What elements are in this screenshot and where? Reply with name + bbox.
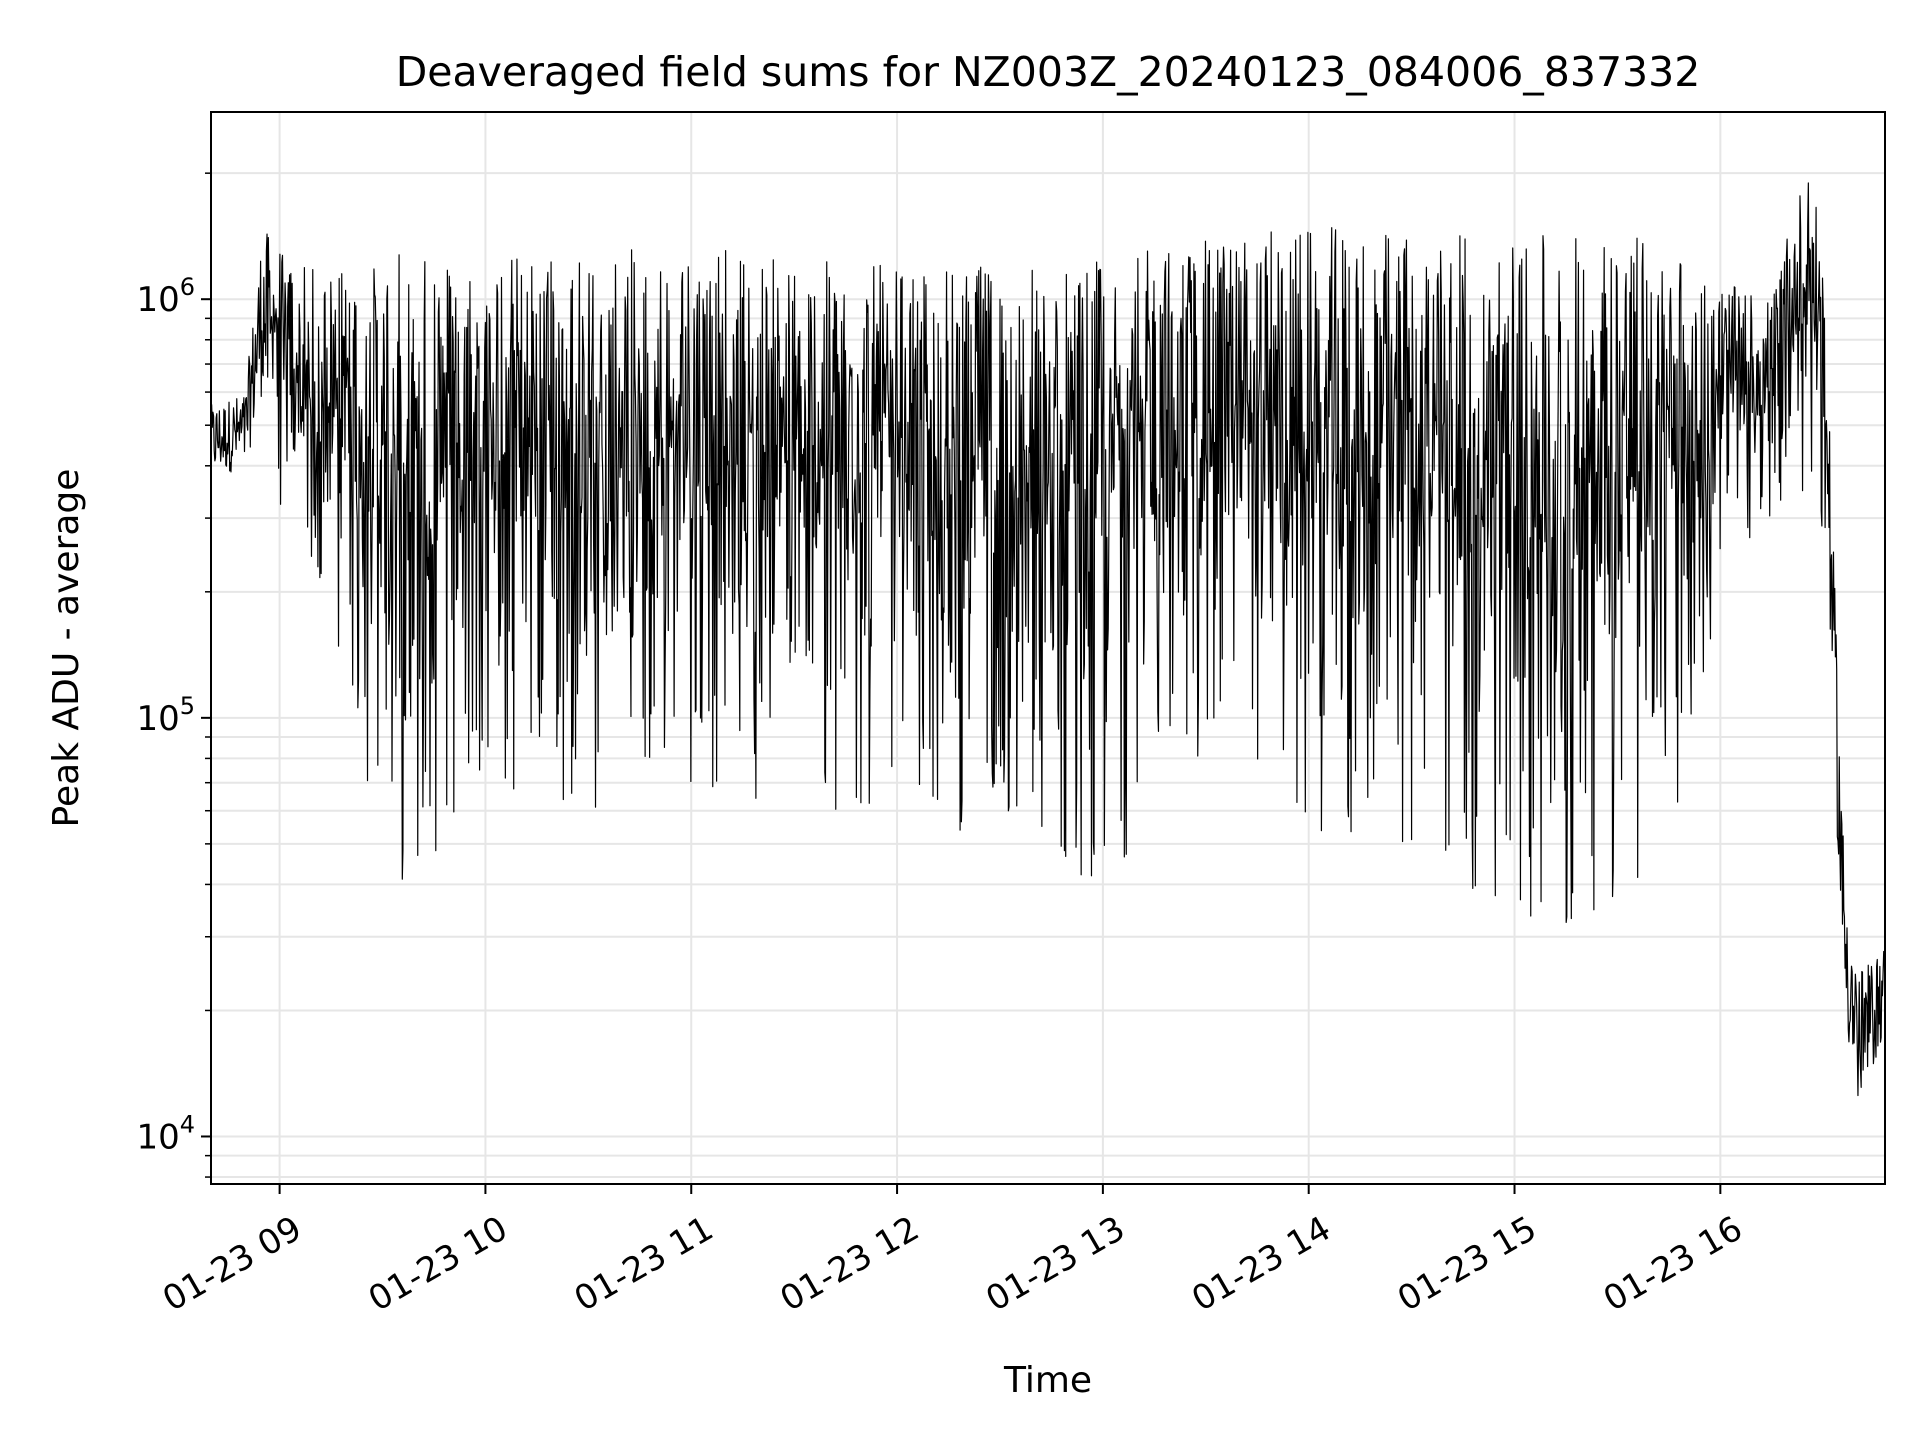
- series-line: [210, 182, 1886, 1097]
- plot-area: [210, 182, 1886, 1097]
- x-axis-label: Time: [1003, 1360, 1092, 1401]
- y-tick-label: 106: [136, 273, 195, 320]
- chart-title: Deaveraged field sums for NZ003Z_2024012…: [396, 48, 1701, 96]
- y-axis-label: Peak ADU - average: [46, 469, 87, 828]
- y-tick-label: 104: [136, 1110, 195, 1157]
- plot-frame: [210, 111, 1886, 1185]
- y-tick-label: 105: [136, 692, 195, 739]
